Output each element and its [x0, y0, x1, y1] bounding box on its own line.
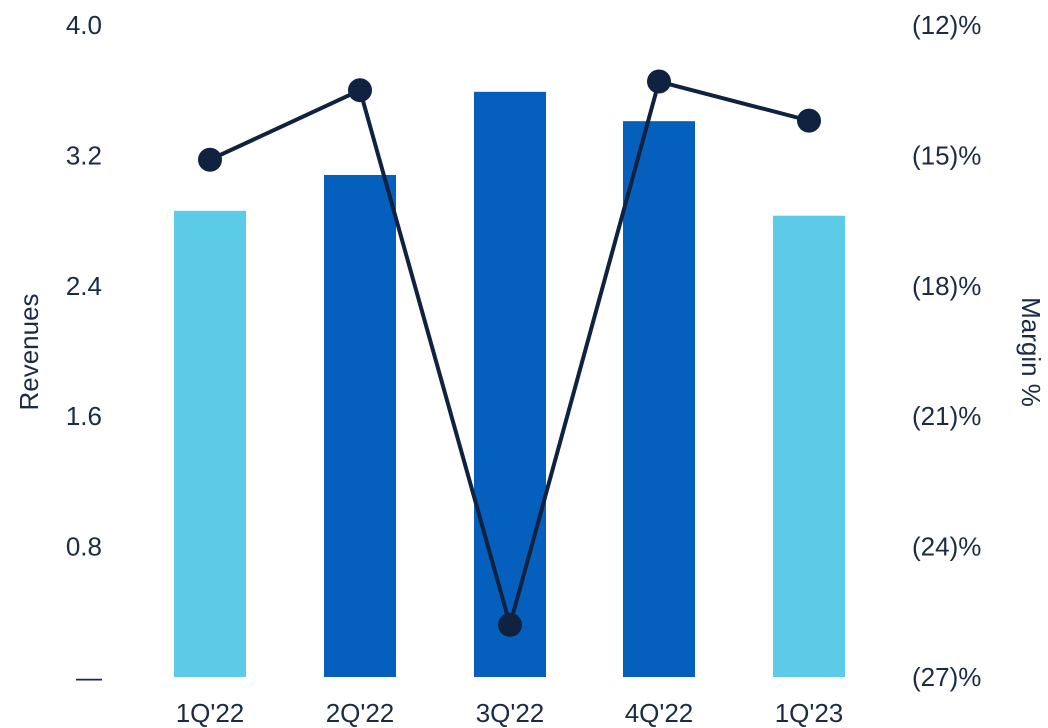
right-tick-label-6: (12)%: [912, 10, 981, 40]
right-tick-label-4: (18)%: [912, 271, 981, 301]
left-tick-label-3: 1.6: [66, 401, 102, 431]
left-axis-ticks: — 0.8 1.6 2.4 3.2 4.0: [66, 10, 102, 692]
right-tick-label-3: (21)%: [912, 401, 981, 431]
margin-point-5: [797, 108, 821, 133]
x-tick-label-5: 1Q'23: [775, 698, 844, 728]
margin-line-series: [198, 69, 821, 637]
left-tick-label-2: 0.8: [66, 532, 102, 562]
right-tick-label-1: (27)%: [912, 662, 981, 692]
margin-point-3: [498, 612, 522, 637]
right-axis-ticks: (27)% (24)% (21)% (18)% (15)% (12)%: [912, 10, 981, 692]
revenue-bar-4: [623, 121, 695, 678]
margin-point-2: [348, 78, 372, 103]
revenue-bar-5: [773, 215, 845, 677]
x-tick-label-2: 2Q'22: [326, 698, 395, 728]
x-tick-label-3: 3Q'22: [476, 698, 545, 728]
left-tick-label-4: 2.4: [66, 271, 102, 301]
revenue-bar-3: [474, 91, 546, 677]
left-tick-label-6: 4.0: [66, 10, 102, 40]
right-tick-label-2: (24)%: [912, 532, 981, 562]
right-axis-title: Margin %: [1016, 297, 1046, 407]
revenue-bar-1: [174, 210, 246, 677]
margin-point-1: [198, 147, 222, 172]
left-tick-label-1: —: [76, 662, 102, 692]
left-tick-label-5: 3.2: [66, 140, 102, 170]
x-tick-label-1: 1Q'22: [176, 698, 245, 728]
right-tick-label-5: (15)%: [912, 140, 981, 170]
x-tick-label-4: 4Q'22: [625, 698, 694, 728]
revenue-bars: [174, 91, 845, 678]
x-axis-ticks: 1Q'22 2Q'22 3Q'22 4Q'22 1Q'23: [176, 698, 844, 728]
margin-point-4: [647, 69, 671, 94]
revenue-bar-2: [324, 174, 396, 677]
left-axis-title: Revenues: [14, 293, 44, 410]
